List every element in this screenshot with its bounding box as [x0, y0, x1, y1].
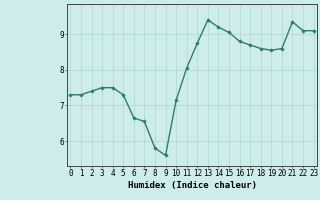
X-axis label: Humidex (Indice chaleur): Humidex (Indice chaleur) — [127, 181, 257, 190]
